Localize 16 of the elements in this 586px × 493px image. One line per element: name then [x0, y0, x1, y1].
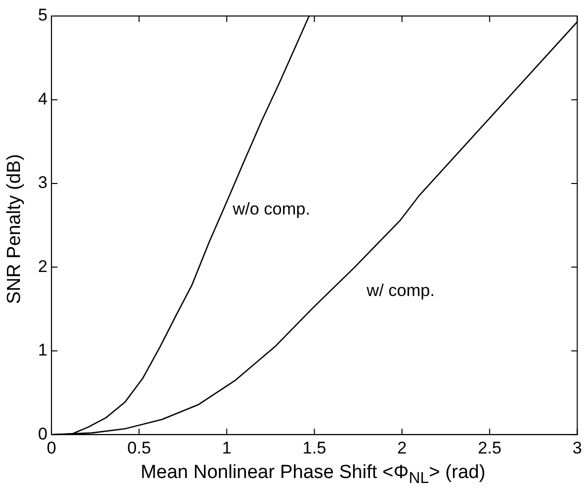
y-tick-label: 0: [38, 424, 48, 444]
y-tick-label: 4: [38, 89, 48, 108]
series-label: w/ comp.: [366, 280, 435, 300]
x-tick-label: 2: [397, 438, 407, 458]
y-tick-label: 3: [38, 173, 48, 192]
y-tick-label: 1: [38, 340, 48, 360]
y-tick-label: 5: [38, 6, 48, 25]
y-axis-title: SNR Penalty (dB): [4, 153, 26, 306]
x-tick-label: 1.5: [302, 438, 326, 458]
x-tick-label: 2.5: [478, 438, 502, 458]
y-tick-label: 2: [38, 256, 48, 276]
x-axis-title: Mean Nonlinear Phase Shift <Φ$_{NL}$> (rad): [140, 462, 486, 488]
x-tick-label: 3: [572, 438, 582, 458]
x-tick-label: 0.5: [127, 438, 151, 458]
x-tick-label: 1: [222, 438, 232, 458]
series-label: w/o comp.: [232, 200, 310, 219]
